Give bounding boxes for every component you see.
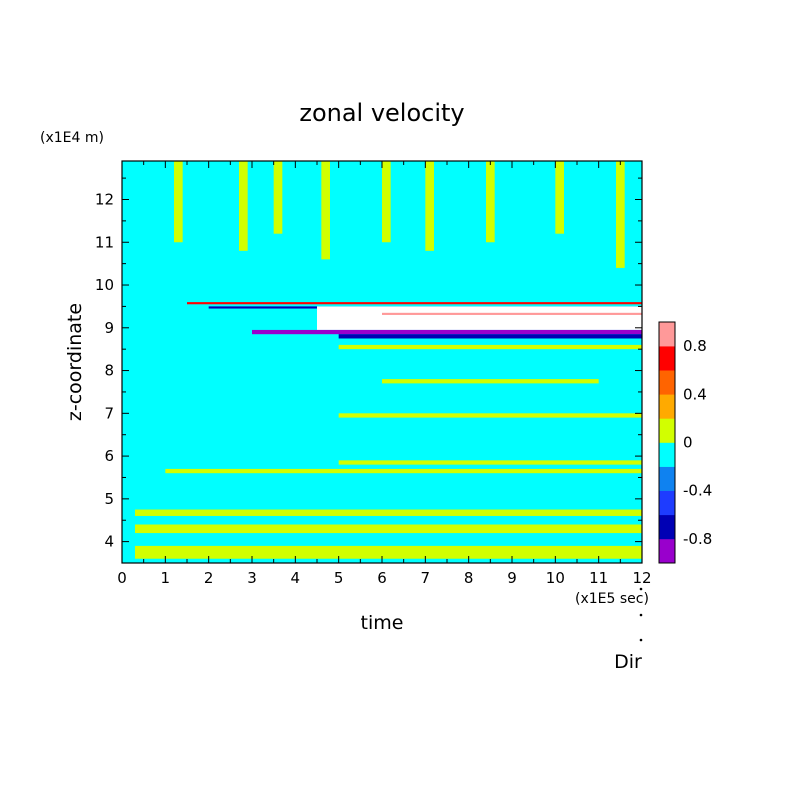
y-axis-unit: (x1E4 m) (40, 130, 104, 146)
heatmap-region-21 (135, 545, 642, 559)
heatmap-region-0 (122, 161, 144, 563)
heatmap-region-3 (273, 161, 283, 234)
y-tick-label-3: 7 (104, 404, 114, 422)
x-tick-label-11: 11 (589, 569, 608, 587)
colorbar-segment-5 (659, 418, 675, 443)
y-tick-label-2: 6 (104, 447, 114, 465)
heatmap-region-17 (338, 460, 642, 465)
colorbar-frame (658, 321, 676, 564)
heatmap-region-1 (174, 161, 183, 243)
colorbar-tick-label-3: -0.4 (683, 482, 712, 500)
direction-marker: Dir (614, 587, 643, 673)
x-tick-label-9: 9 (507, 569, 517, 587)
y-tick-label-7: 11 (95, 233, 114, 251)
heatmap-region-16 (338, 344, 642, 350)
y-axis-label: z-coordinate (64, 303, 86, 421)
plot-area (121, 160, 643, 564)
heatmap-region-6 (425, 161, 434, 251)
x-tick-label-2: 2 (204, 569, 214, 587)
x-tick-label-0: 0 (117, 569, 127, 587)
y-tick-label-8: 12 (95, 190, 114, 208)
y-tick-label-5: 9 (104, 319, 114, 337)
colorbar-ticks: 0.8 0.4 0 -0.4 -0.8 (683, 337, 712, 548)
direction-dot-2 (639, 613, 643, 617)
colorbar: 0.8 0.4 0 -0.4 -0.8 (658, 321, 712, 564)
x-tick-label-5: 5 (334, 569, 344, 587)
colorbar-tick-label-0: 0.8 (683, 337, 707, 355)
heatmap-region-23 (382, 379, 599, 384)
colorbar-segment-9 (659, 322, 675, 347)
x-tick-label-7: 7 (421, 569, 431, 587)
chart-title: zonal velocity (299, 99, 464, 127)
heatmap-region-18 (165, 468, 643, 474)
direction-label: Dir (614, 651, 642, 673)
colorbar-segment-0 (659, 538, 675, 564)
direction-dot-1 (639, 587, 643, 591)
heatmap-region-5 (382, 161, 391, 243)
colorbar-tick-label-1: 0.4 (683, 385, 707, 403)
heatmap-region-13 (252, 329, 642, 335)
heatmap-region-9 (616, 161, 625, 268)
colorbar-segment-7 (659, 370, 675, 395)
x-tick-label-1: 1 (161, 569, 171, 587)
colorbar-tick-label-4: -0.8 (683, 530, 712, 548)
heatmap (122, 161, 643, 563)
heatmap-region-12 (317, 306, 642, 330)
y-tick-label-0: 4 (104, 533, 114, 551)
colorbar-segment-2 (659, 490, 675, 516)
colorbar-segment-6 (659, 394, 675, 419)
colorbar-tick-label-2: 0 (683, 434, 693, 452)
x-axis-ticks: 0 1 2 3 4 5 6 7 8 9 10 11 12 (117, 161, 652, 587)
x-axis-label: time (361, 612, 404, 634)
colorbar-segments (659, 322, 675, 564)
colorbar-segment-3 (659, 466, 675, 491)
colorbar-segment-4 (659, 442, 675, 467)
x-tick-label-3: 3 (247, 569, 257, 587)
heatmap-region-7 (486, 161, 495, 243)
colorbar-segment-8 (659, 346, 675, 371)
y-tick-label-1: 5 (104, 490, 114, 508)
heatmap-region-2 (239, 161, 248, 251)
heatmap-region-14 (338, 334, 642, 339)
x-tick-label-8: 8 (464, 569, 474, 587)
x-tick-label-4: 4 (291, 569, 301, 587)
y-tick-label-6: 10 (95, 276, 114, 294)
heatmap-region-19 (135, 509, 642, 516)
y-axis-ticks: 4 5 6 7 8 9 10 11 12 (95, 177, 642, 564)
colorbar-segment-1 (659, 514, 675, 540)
heatmap-region-4 (321, 161, 330, 260)
x-tick-label-10: 10 (546, 569, 565, 587)
heatmap-region-10 (187, 302, 642, 305)
direction-dot-3 (639, 638, 643, 642)
x-tick-label-6: 6 (377, 569, 387, 587)
heatmap-region-20 (135, 524, 642, 534)
x-tick-label-12: 12 (632, 569, 651, 587)
heatmap-region-15 (382, 312, 642, 315)
heatmap-region-22 (338, 413, 642, 418)
heatmap-region-8 (555, 161, 564, 234)
x-axis-unit: (x1E5 sec) (575, 591, 649, 607)
y-tick-label-4: 8 (104, 362, 114, 380)
